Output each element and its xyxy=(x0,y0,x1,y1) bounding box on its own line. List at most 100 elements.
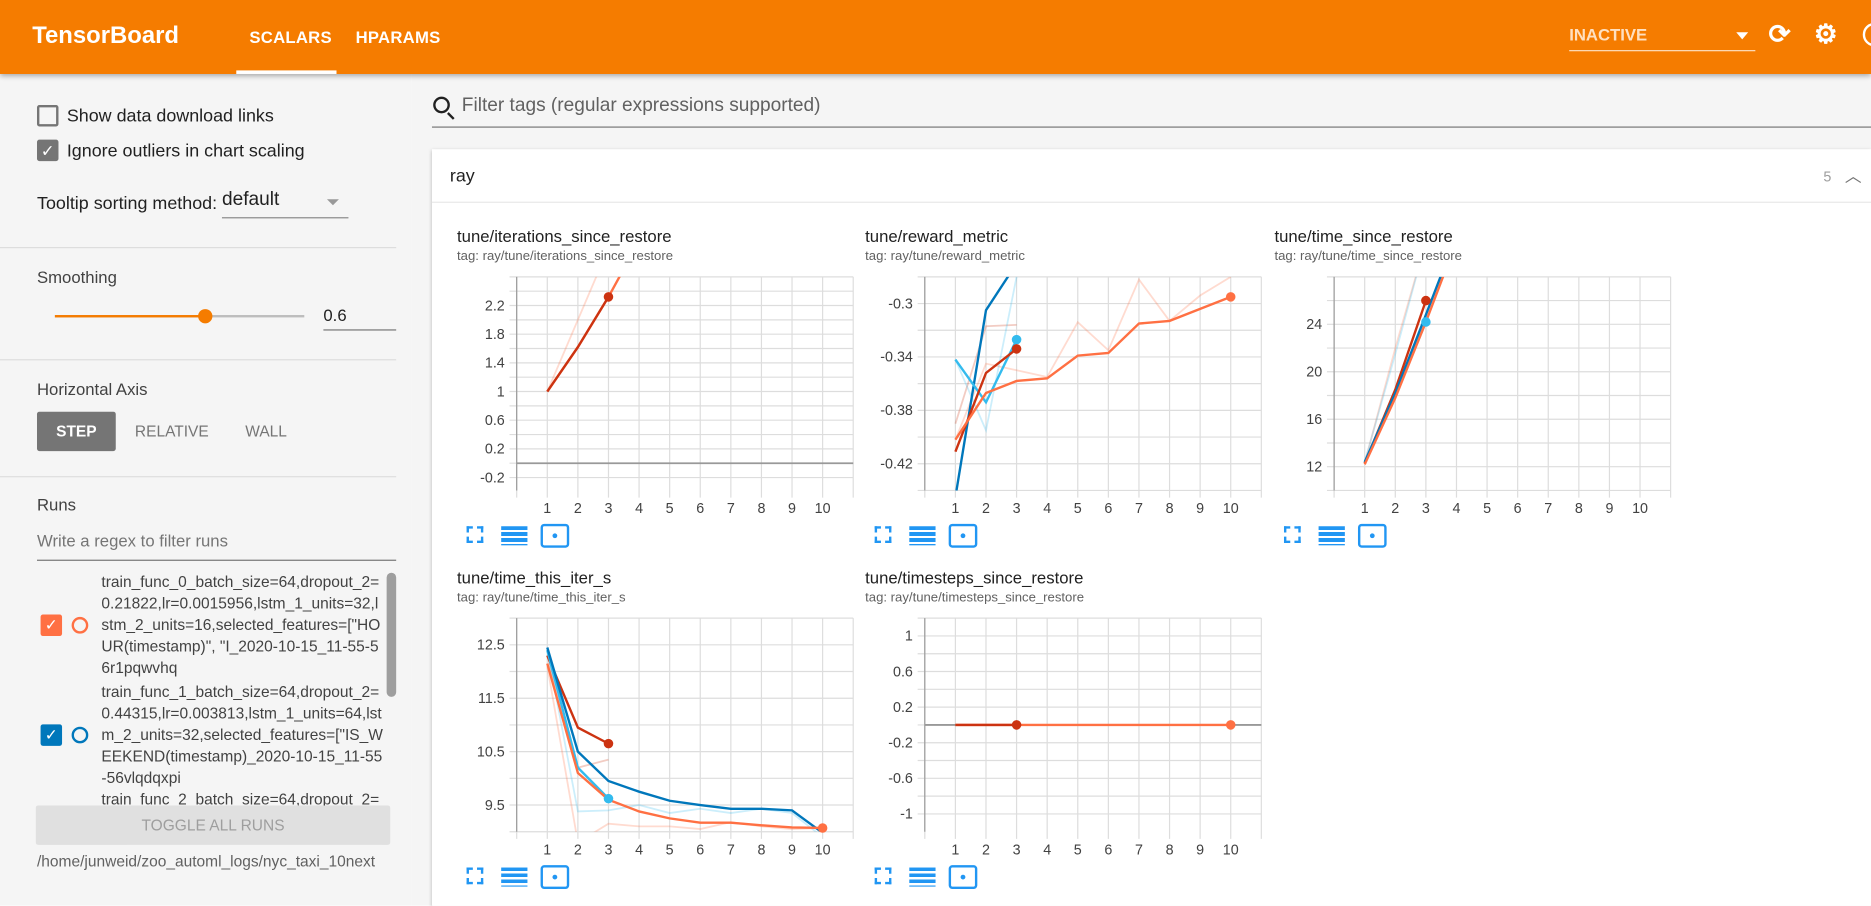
y-tick-label: -0.34 xyxy=(880,350,913,366)
y-tick-label: -0.42 xyxy=(880,457,913,473)
axis-relative-button[interactable]: RELATIVE xyxy=(134,422,209,441)
smoothing-value-input[interactable]: 0.6 xyxy=(323,305,397,331)
axis-step-button[interactable]: STEP xyxy=(36,411,116,452)
x-tick-label: 4 xyxy=(635,842,643,858)
chart-title: tune/time_this_iter_s xyxy=(457,568,612,588)
chart-tag: tag: ray/tune/time_this_iter_s xyxy=(457,590,626,606)
fit-domain-icon[interactable] xyxy=(1357,523,1387,548)
chart-plot[interactable]: -1 -0.6 -0.2 0.2 0.6 1 1 2 3 4 5 6 7 8 9 10 xyxy=(865,613,1271,858)
x-tick-label: 8 xyxy=(1575,501,1583,517)
run-item: train_func_2_batch_size=64,dropout_2= xyxy=(0,789,384,806)
chart-plot[interactable]: 9.5 10.5 11.5 12.5 1 2 3 4 5 6 7 8 9 10 xyxy=(457,613,863,858)
log-scale-icon[interactable] xyxy=(1318,526,1345,546)
log-scale-icon[interactable] xyxy=(501,867,528,887)
fit-domain-icon[interactable] xyxy=(540,523,570,548)
series-end-point xyxy=(603,292,614,302)
chart-plot[interactable]: -0.42 -0.38 -0.34 -0.3 1 2 3 4 5 6 7 8 9 10 xyxy=(865,272,1271,517)
run-name: train_func_2_batch_size=64,dropout_2= xyxy=(101,789,380,806)
fullscreen-icon[interactable] xyxy=(874,526,892,543)
axis-wall-button[interactable]: WALL xyxy=(245,422,287,441)
x-tick-label: 3 xyxy=(1422,501,1430,517)
tab-hparams[interactable]: HPARAMS xyxy=(355,27,441,47)
fullscreen-icon[interactable] xyxy=(466,526,484,543)
tab-scalars[interactable]: SCALARS xyxy=(249,27,332,47)
series-line xyxy=(954,295,1232,441)
x-tick-label: 6 xyxy=(1104,501,1112,517)
raw-series-line xyxy=(546,666,823,832)
chart-tag: tag: ray/tune/iterations_since_restore xyxy=(457,249,674,264)
series-end-point xyxy=(1225,292,1236,302)
fullscreen-icon[interactable] xyxy=(466,867,484,885)
y-tick-label: 11.5 xyxy=(478,691,505,707)
fullscreen-icon[interactable] xyxy=(1283,526,1301,543)
run-name: train_func_1_batch_size=64,dropout_2=0.4… xyxy=(101,682,383,787)
chevron-up-icon[interactable]: ︿ xyxy=(1844,165,1862,185)
log-scale-icon[interactable] xyxy=(909,867,936,887)
x-tick-label: 1 xyxy=(543,501,551,517)
y-tick-label: 1.4 xyxy=(485,356,505,372)
tag-filter-input[interactable]: Filter tags (regular expressions support… xyxy=(431,95,1871,128)
tooltip-sorting-select[interactable]: default xyxy=(221,190,349,219)
runs-scrollbar[interactable] xyxy=(386,572,397,697)
raw-series-line xyxy=(546,650,818,832)
chart-plot[interactable]: -0.2 0.2 0.6 1 1.4 1.8 2.2 1 2 3 4 5 6 7 8 9 10 xyxy=(457,272,863,517)
fit-domain-icon[interactable] xyxy=(948,523,978,548)
log-scale-icon[interactable] xyxy=(909,526,936,546)
series-group xyxy=(1363,276,1445,465)
divider xyxy=(0,476,397,478)
ignore-outliers-checkbox[interactable]: ✓ xyxy=(36,139,59,162)
run-color-radio[interactable] xyxy=(71,616,89,634)
y-tick-label: 1 xyxy=(905,629,913,645)
main-content: Filter tags (regular expressions support… xyxy=(411,73,1871,906)
settings-icon[interactable]: ⚙ xyxy=(1813,19,1838,49)
show-download-links-label[interactable]: Show data download links xyxy=(66,106,274,127)
fullscreen-icon[interactable] xyxy=(874,867,892,885)
run-filter-input[interactable]: Write a regex to filter runs xyxy=(36,531,397,561)
runs-list: ✓ train_func_0_batch_size=64,dropout_2=0… xyxy=(0,572,384,806)
run-checkbox[interactable]: ✓ xyxy=(40,614,63,637)
y-tick-label: 0.2 xyxy=(893,700,913,716)
tag-group-name: ray xyxy=(449,165,475,187)
x-tick-label: 6 xyxy=(1514,501,1522,517)
chart-title: tune/time_since_restore xyxy=(1274,226,1453,246)
log-directory: /home/junweid/zoo_automl_logs/nyc_taxi_1… xyxy=(36,852,376,870)
series-end-point xyxy=(1421,317,1431,327)
log-scale-icon[interactable] xyxy=(501,526,528,546)
sidebar: Show data download links ✓ Ignore outlie… xyxy=(0,73,412,906)
runs-label: Runs xyxy=(36,495,76,515)
run-color-radio[interactable] xyxy=(71,726,89,744)
run-checkbox[interactable]: ✓ xyxy=(40,724,63,746)
top-bar: TensorBoard SCALARS HPARAMS INACTIVE ⟳ ⚙ xyxy=(0,0,1871,74)
x-tick-label: 5 xyxy=(666,501,674,517)
x-tick-label: 1 xyxy=(951,842,959,858)
run-name: train_func_0_batch_size=64,dropout_2=0.2… xyxy=(101,572,381,677)
ignore-outliers-label[interactable]: Ignore outliers in chart scaling xyxy=(66,140,305,162)
x-tick-label: 9 xyxy=(788,501,796,517)
y-tick-label: 0.6 xyxy=(893,664,913,680)
fit-domain-icon[interactable] xyxy=(948,865,978,890)
fit-domain-icon[interactable] xyxy=(540,865,570,890)
chart-title: tune/timesteps_since_restore xyxy=(865,568,1084,588)
tag-group-header[interactable]: ray 5 ︿ xyxy=(431,149,1871,203)
series-line xyxy=(546,647,824,832)
x-tick-label: 5 xyxy=(666,842,674,858)
smoothing-slider-thumb[interactable] xyxy=(198,309,213,324)
x-tick-label: 8 xyxy=(1166,501,1174,517)
y-tick-label: 20 xyxy=(1306,365,1322,381)
scalar-chart: tune/timesteps_since_restore tag: ray/tu… xyxy=(865,568,1271,902)
x-tick-label: 2 xyxy=(574,501,582,517)
show-download-links-checkbox[interactable] xyxy=(36,105,59,127)
toggle-all-runs-button[interactable]: TOGGLE ALL RUNS xyxy=(35,805,391,845)
series-end-point xyxy=(1225,720,1236,730)
inactive-dashboards-select[interactable]: INACTIVE xyxy=(1569,25,1756,52)
help-icon[interactable] xyxy=(1862,22,1871,47)
refresh-icon[interactable]: ⟳ xyxy=(1768,19,1791,49)
x-tick-label: 10 xyxy=(1223,842,1239,858)
x-tick-label: 2 xyxy=(982,842,990,858)
y-tick-label: 2.2 xyxy=(485,298,505,314)
y-tick-label: 12 xyxy=(1306,459,1322,475)
x-tick-label: 7 xyxy=(727,842,735,858)
active-tab-indicator xyxy=(236,70,337,74)
series-line xyxy=(546,649,610,800)
